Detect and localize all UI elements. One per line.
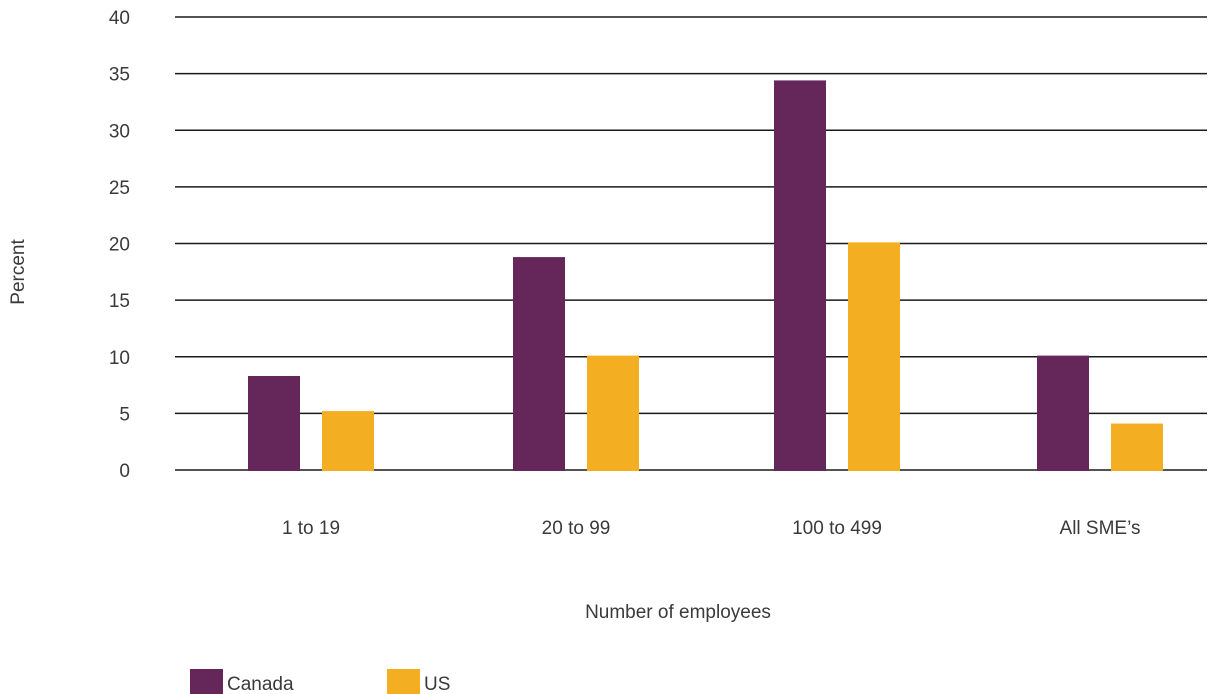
y-tick-label: 5: [119, 404, 130, 425]
legend-swatch-canada: [190, 669, 223, 694]
y-axis-title: Percent: [8, 239, 29, 305]
bar-us-1: [587, 355, 639, 471]
legend-label-canada: Canada: [227, 674, 294, 694]
bar-canada-3: [1037, 355, 1089, 471]
bar-canada-0: [248, 376, 300, 471]
legend-swatch-us: [387, 669, 420, 694]
bar-us-2: [848, 242, 900, 471]
bar-canada-2: [774, 80, 826, 472]
legend-label-us: US: [424, 674, 450, 694]
x-tick-label: 20 to 99: [542, 518, 611, 539]
bar-us-3: [1111, 423, 1163, 471]
y-tick-label: 15: [109, 291, 130, 312]
x-tick-label: 1 to 19: [282, 518, 340, 539]
x-tick-labels: 1 to 19 20 to 99 100 to 499 All SME’s: [282, 518, 1141, 539]
y-tick-label: 20: [109, 235, 130, 256]
y-tick-labels: 0 5 10 15 20 25 30 35 40: [109, 8, 130, 482]
y-tick-label: 40: [109, 8, 130, 29]
x-tick-label: 100 to 499: [792, 518, 882, 539]
legend: Canada US: [190, 669, 450, 694]
x-axis-title: Number of employees: [585, 602, 771, 623]
y-tick-label: 35: [109, 65, 130, 86]
y-tick-label: 30: [109, 121, 130, 142]
x-tick-label: All SME’s: [1060, 518, 1141, 539]
y-tick-label: 0: [119, 461, 130, 482]
y-tick-label: 25: [109, 178, 130, 199]
y-tick-label: 10: [109, 348, 130, 369]
bar-us-0: [322, 411, 374, 471]
bar-canada-1: [513, 257, 565, 471]
bars: [248, 80, 1163, 472]
